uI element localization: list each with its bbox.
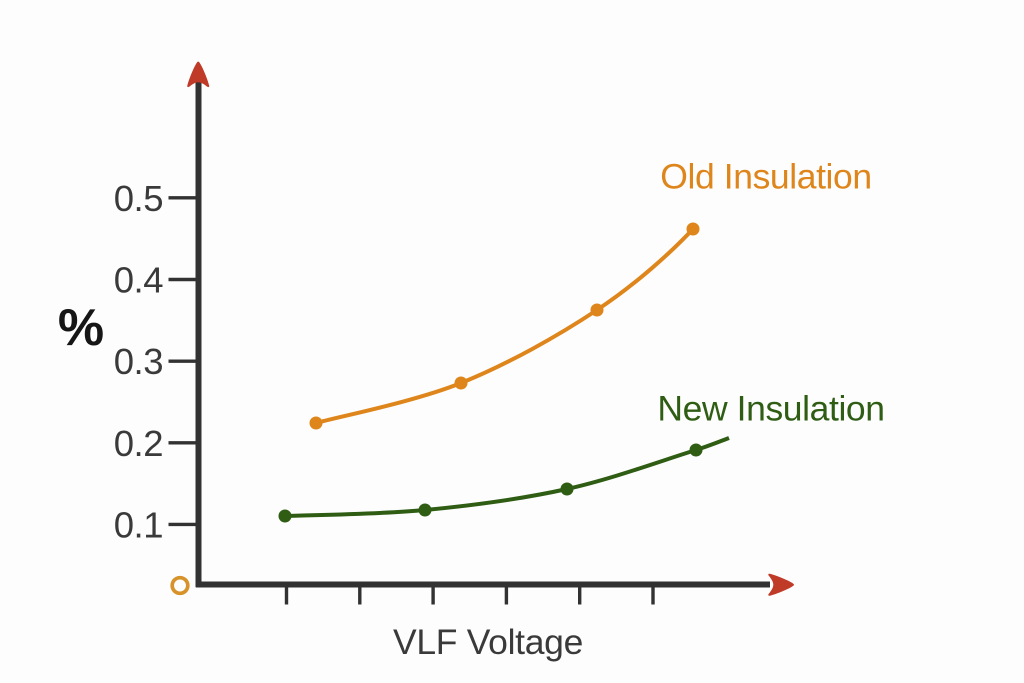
svg-text:%: % <box>58 299 104 357</box>
svg-text:0.2: 0.2 <box>114 423 163 464</box>
svg-text:VLF Voltage: VLF Voltage <box>393 622 583 662</box>
svg-text:New Insulation: New Insulation <box>657 389 884 429</box>
svg-text:0.3: 0.3 <box>114 341 163 382</box>
svg-text:0.5: 0.5 <box>114 178 163 219</box>
svg-text:0.1: 0.1 <box>114 504 163 545</box>
svg-text:0.4: 0.4 <box>114 260 163 301</box>
svg-text:Old Insulation: Old Insulation <box>660 157 871 197</box>
